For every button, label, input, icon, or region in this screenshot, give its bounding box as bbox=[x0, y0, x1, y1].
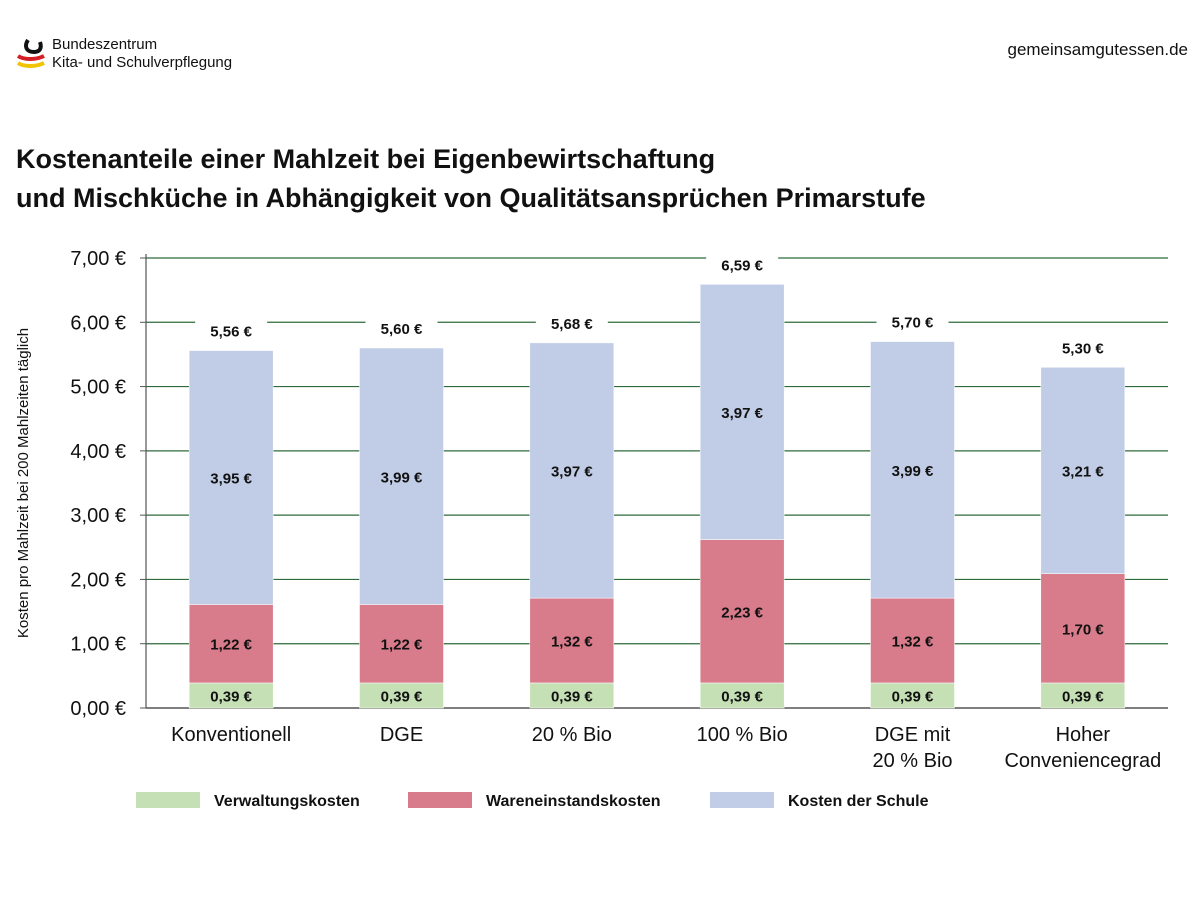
total-label-bg bbox=[876, 311, 949, 334]
x-tick-label: Hoher bbox=[1056, 724, 1111, 746]
y-tick-label: 5,00 € bbox=[70, 377, 126, 399]
data-label: 3,95 € bbox=[210, 471, 252, 488]
bar-segment bbox=[1040, 682, 1126, 709]
data-label: 3,97 € bbox=[721, 405, 763, 422]
legend-swatch bbox=[710, 792, 774, 808]
legend-swatch bbox=[136, 792, 200, 808]
x-tick-label: Konventionell bbox=[171, 724, 291, 746]
data-label: 1,70 € bbox=[1062, 621, 1104, 638]
bar-segment bbox=[529, 597, 615, 684]
org-name-line1: Bundeszentrum bbox=[52, 36, 158, 53]
data-label: 3,99 € bbox=[892, 463, 934, 480]
total-label: 5,30 € bbox=[1062, 340, 1104, 357]
y-tick-label: 1,00 € bbox=[70, 634, 126, 656]
total-label: 5,70 € bbox=[892, 315, 934, 332]
bar-segment bbox=[699, 539, 785, 684]
x-tick-label: DGE mit bbox=[875, 724, 951, 746]
data-label: 1,32 € bbox=[892, 634, 934, 651]
data-label: 0,39 € bbox=[1062, 688, 1104, 705]
bar-segment bbox=[359, 347, 444, 605]
federal-logo-icon bbox=[16, 38, 45, 68]
bar-segment bbox=[699, 682, 785, 709]
data-label: 3,97 € bbox=[551, 463, 593, 480]
bar-segment bbox=[870, 341, 955, 599]
y-tick-label: 3,00 € bbox=[70, 505, 126, 527]
total-label-bg bbox=[365, 318, 438, 340]
bar-segment bbox=[699, 284, 785, 540]
bar-segment bbox=[188, 604, 274, 684]
total-label: 5,56 € bbox=[210, 324, 252, 341]
data-label: 3,21 € bbox=[1062, 463, 1104, 480]
data-label: 0,39 € bbox=[892, 688, 934, 705]
data-label: 2,23 € bbox=[721, 604, 763, 621]
data-label: 0,39 € bbox=[210, 688, 252, 705]
chart-title: Kostenanteile einer Mahlzeit bei Eigenbe… bbox=[16, 140, 926, 218]
legend-label: Verwaltungskosten bbox=[214, 793, 360, 810]
bar-segment bbox=[188, 682, 274, 709]
y-tick-label: 7,00 € bbox=[70, 248, 126, 270]
y-tick-label: 4,00 € bbox=[70, 441, 126, 463]
data-label: 0,39 € bbox=[721, 688, 763, 705]
total-label-bg bbox=[706, 254, 779, 277]
org-name: Bundeszentrum Kita- und Schulverpflegung bbox=[52, 36, 232, 72]
data-label: 3,99 € bbox=[381, 469, 423, 486]
total-label: 5,60 € bbox=[381, 321, 423, 338]
total-label-bg bbox=[195, 320, 268, 343]
org-name-line2: Kita- und Schulverpflegung bbox=[52, 54, 233, 71]
chart-title-line2: und Mischküche in Abhängigkeit von Quali… bbox=[16, 183, 926, 213]
y-tick-label: 0,00 € bbox=[70, 698, 126, 720]
y-axis-label: Kosten pro Mahlzeit bei 200 Mahlzeiten t… bbox=[15, 328, 32, 638]
website-link[interactable]: gemeinsamgutessen.de bbox=[1007, 40, 1188, 59]
data-label: 1,22 € bbox=[381, 637, 423, 654]
bar-segment bbox=[1040, 367, 1126, 574]
total-label-bg bbox=[535, 312, 608, 335]
total-label: 6,59 € bbox=[721, 257, 763, 274]
x-tick-label: Conveniencegrad bbox=[1004, 750, 1161, 772]
bar-segment bbox=[870, 597, 955, 684]
x-tick-label: 20 % Bio bbox=[872, 750, 952, 772]
bar-segment bbox=[359, 682, 444, 709]
x-tick-label: DGE bbox=[380, 724, 423, 746]
bar-segment bbox=[359, 604, 444, 684]
bar-segment bbox=[529, 342, 615, 599]
data-label: 1,22 € bbox=[210, 637, 252, 654]
legend-label: Kosten der Schule bbox=[788, 793, 929, 810]
x-tick-label: 100 % Bio bbox=[697, 724, 788, 746]
chart-title-line1: Kostenanteile einer Mahlzeit bei Eigenbe… bbox=[16, 144, 716, 174]
data-label: 0,39 € bbox=[381, 688, 423, 705]
data-label: 1,32 € bbox=[551, 634, 593, 651]
bar-segment bbox=[188, 350, 274, 605]
legend-label: Wareneinstandskosten bbox=[486, 793, 661, 810]
y-tick-label: 2,00 € bbox=[70, 569, 126, 591]
x-tick-label: 20 % Bio bbox=[532, 724, 612, 746]
total-label: 5,68 € bbox=[551, 316, 593, 333]
total-label-bg bbox=[1046, 337, 1119, 360]
data-label: 0,39 € bbox=[551, 688, 593, 705]
y-tick-label: 6,00 € bbox=[70, 312, 126, 334]
legend-swatch bbox=[408, 792, 472, 808]
bar-segment bbox=[1040, 573, 1126, 684]
